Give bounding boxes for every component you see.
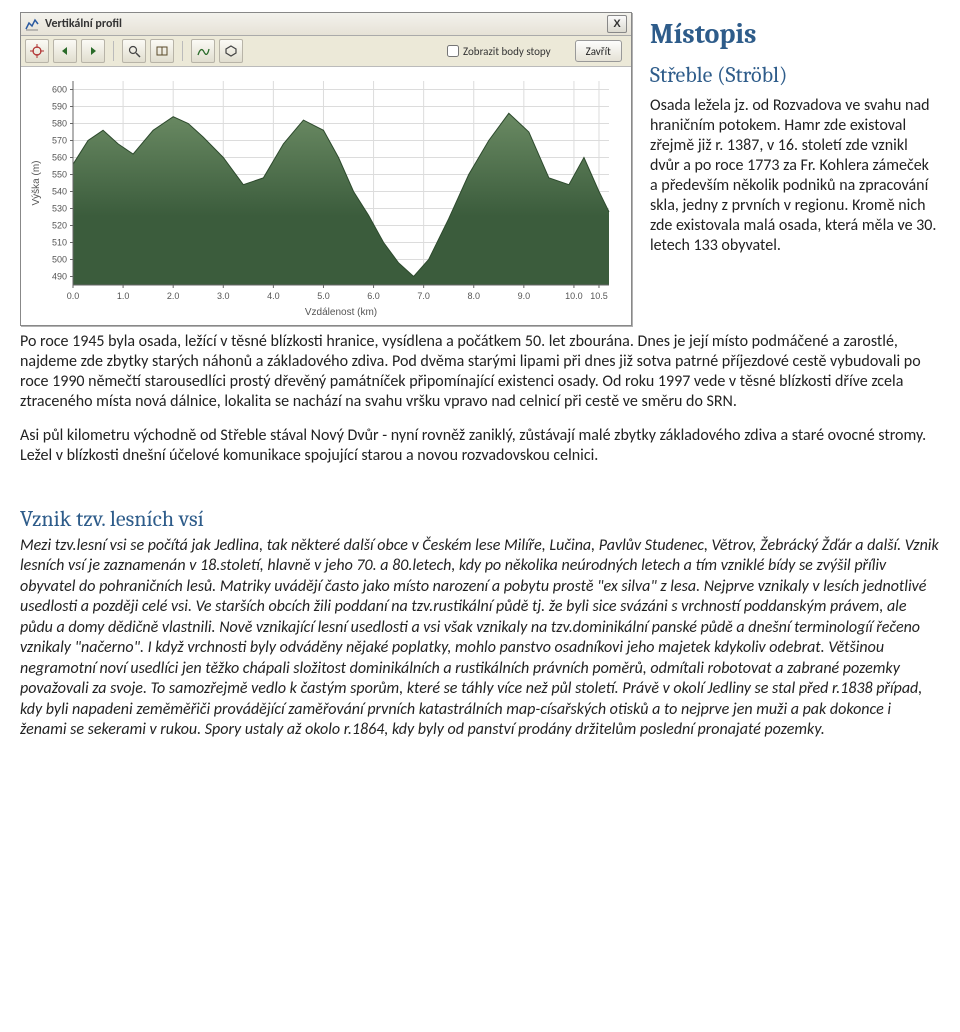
window-toolbar: Zobrazit body stopy Zavřít [21, 36, 631, 67]
show-points-checkbox[interactable]: Zobrazit body stopy [447, 45, 551, 58]
paragraph-1: Po roce 1945 byla osada, ležící v těsné … [20, 332, 940, 412]
svg-text:520: 520 [52, 221, 67, 231]
section-heading: Vznik tzv. lesních vsí [20, 506, 940, 532]
svg-text:540: 540 [52, 187, 67, 197]
window-titlebar: Vertikální profil X [21, 13, 631, 36]
target-icon[interactable] [25, 39, 49, 63]
chart-icon [25, 17, 39, 31]
svg-text:7.0: 7.0 [417, 291, 430, 301]
svg-text:8.0: 8.0 [467, 291, 480, 301]
svg-text:10.0: 10.0 [565, 291, 583, 301]
left-arrow-icon[interactable] [53, 39, 77, 63]
svg-text:2.0: 2.0 [167, 291, 180, 301]
svg-text:4.0: 4.0 [267, 291, 280, 301]
svg-text:580: 580 [52, 119, 67, 129]
svg-text:6.0: 6.0 [367, 291, 380, 301]
svg-text:570: 570 [52, 136, 67, 146]
close-button[interactable]: X [607, 15, 627, 33]
svg-text:500: 500 [52, 255, 67, 265]
zoom-icon[interactable] [122, 39, 146, 63]
svg-text:530: 530 [52, 204, 67, 214]
profile-window: Vertikální profil X Zobrazit body stopy … [20, 12, 632, 326]
chart-panel: 490 500 510 520 530 540 550 560 570 580 590 600 0.0 1… [21, 67, 631, 325]
hexagon-icon[interactable] [219, 39, 243, 63]
svg-text:1.0: 1.0 [117, 291, 130, 301]
svg-text:0.0: 0.0 [67, 291, 80, 301]
svg-text:9.0: 9.0 [518, 291, 531, 301]
paragraph-2: Asi půl kilometru východně od Střeble st… [20, 426, 940, 466]
show-points-label: Zobrazit body stopy [463, 45, 551, 58]
svg-text:490: 490 [52, 272, 67, 282]
svg-text:Výška (m): Výška (m) [31, 161, 42, 206]
book-icon[interactable] [150, 39, 174, 63]
svg-text:600: 600 [52, 85, 67, 95]
svg-text:510: 510 [52, 238, 67, 248]
elevation-chart: 490 500 510 520 530 540 550 560 570 580 590 600 0.0 1… [25, 71, 621, 321]
close-action-button[interactable]: Zavřít [575, 40, 622, 62]
window-title: Vertikální profil [45, 17, 122, 31]
svg-text:560: 560 [52, 153, 67, 163]
paragraph-3: Mezi tzv.lesní vsi se počítá jak Jedlina… [20, 536, 940, 741]
curve-icon[interactable] [191, 39, 215, 63]
show-points-input[interactable] [447, 45, 459, 57]
svg-text:10.5: 10.5 [590, 291, 608, 301]
svg-text:3.0: 3.0 [217, 291, 230, 301]
svg-text:550: 550 [52, 170, 67, 180]
svg-text:Vzdálenost (km): Vzdálenost (km) [305, 307, 377, 318]
right-arrow-icon[interactable] [81, 39, 105, 63]
svg-text:590: 590 [52, 102, 67, 112]
svg-text:5.0: 5.0 [317, 291, 330, 301]
